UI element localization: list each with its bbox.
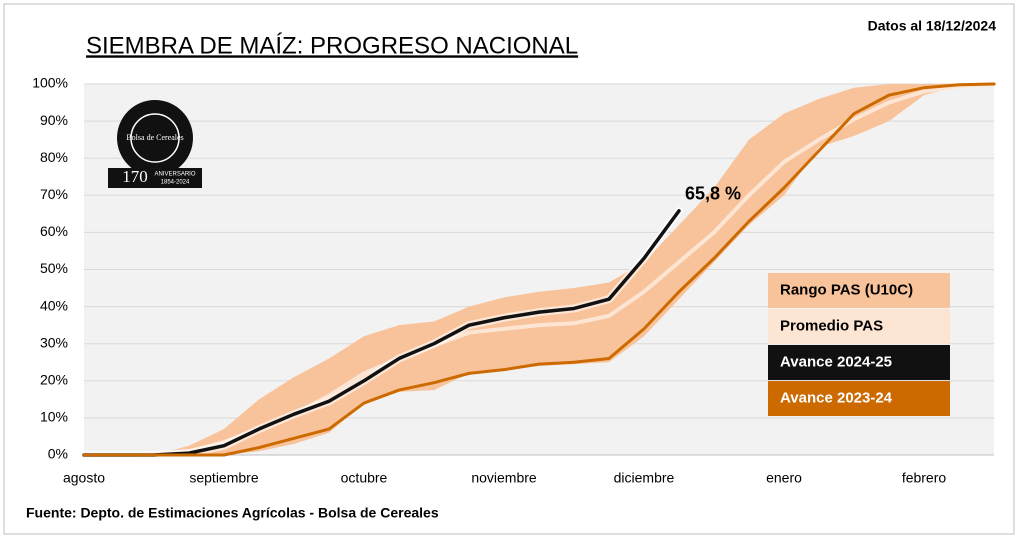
y-tick-label: 10%: [40, 409, 68, 425]
y-tick-label: 0%: [48, 446, 68, 462]
y-tick-label: 60%: [40, 223, 68, 239]
logo-years: 1854-2024: [161, 180, 190, 186]
logo: Bolsa de Cereales 170 ANIVERSARIO 1854-2…: [108, 100, 202, 188]
plot: [80, 82, 996, 459]
y-tick-label: 90%: [40, 112, 68, 128]
x-tick-label: diciembre: [614, 470, 675, 486]
y-tick-label: 100%: [32, 75, 68, 91]
data-label: 65,8 %: [685, 184, 741, 204]
series-line: [82, 209, 681, 457]
y-tick-label: 30%: [40, 334, 68, 350]
logo-number: 170: [122, 167, 148, 186]
logo-name: Bolsa de Cereales: [126, 133, 183, 142]
y-tick-label: 80%: [40, 149, 68, 165]
legend-swatch: [768, 381, 950, 416]
legend-label: Avance 2023-24: [780, 389, 893, 406]
y-tick-label: 40%: [40, 297, 68, 313]
chart-title: SIEMBRA DE MAÍZ: PROGRESO NACIONAL: [86, 32, 578, 59]
date-note: Datos al 18/12/2024: [868, 18, 997, 34]
legend-label: Avance 2024-25: [780, 353, 892, 370]
y-tick-label: 50%: [40, 260, 68, 276]
y-tick-label: 70%: [40, 186, 68, 202]
legend-swatch: [768, 345, 950, 380]
source: Fuente: Depto. de Estimaciones Agrícolas…: [26, 505, 439, 521]
y-tick-label: 20%: [40, 372, 68, 388]
legend-swatch: [768, 273, 950, 308]
logo-banner: [108, 168, 202, 188]
x-tick-label: enero: [766, 470, 802, 486]
x-tick-label: agosto: [63, 470, 105, 486]
logo-caption: ANIVERSARIO: [154, 172, 195, 178]
logo-ring: [130, 113, 180, 163]
logo-seal: [117, 100, 193, 176]
x-tick-label: octubre: [341, 470, 388, 486]
legend-label: Rango PAS (U10C): [780, 281, 913, 298]
legend-label: Promedio PAS: [780, 317, 883, 334]
x-tick-label: noviembre: [471, 470, 537, 486]
x-tick-label: septiembre: [189, 470, 258, 486]
series-line: [82, 82, 996, 457]
legend-swatch: [768, 309, 950, 344]
x-tick-label: febrero: [902, 470, 947, 486]
